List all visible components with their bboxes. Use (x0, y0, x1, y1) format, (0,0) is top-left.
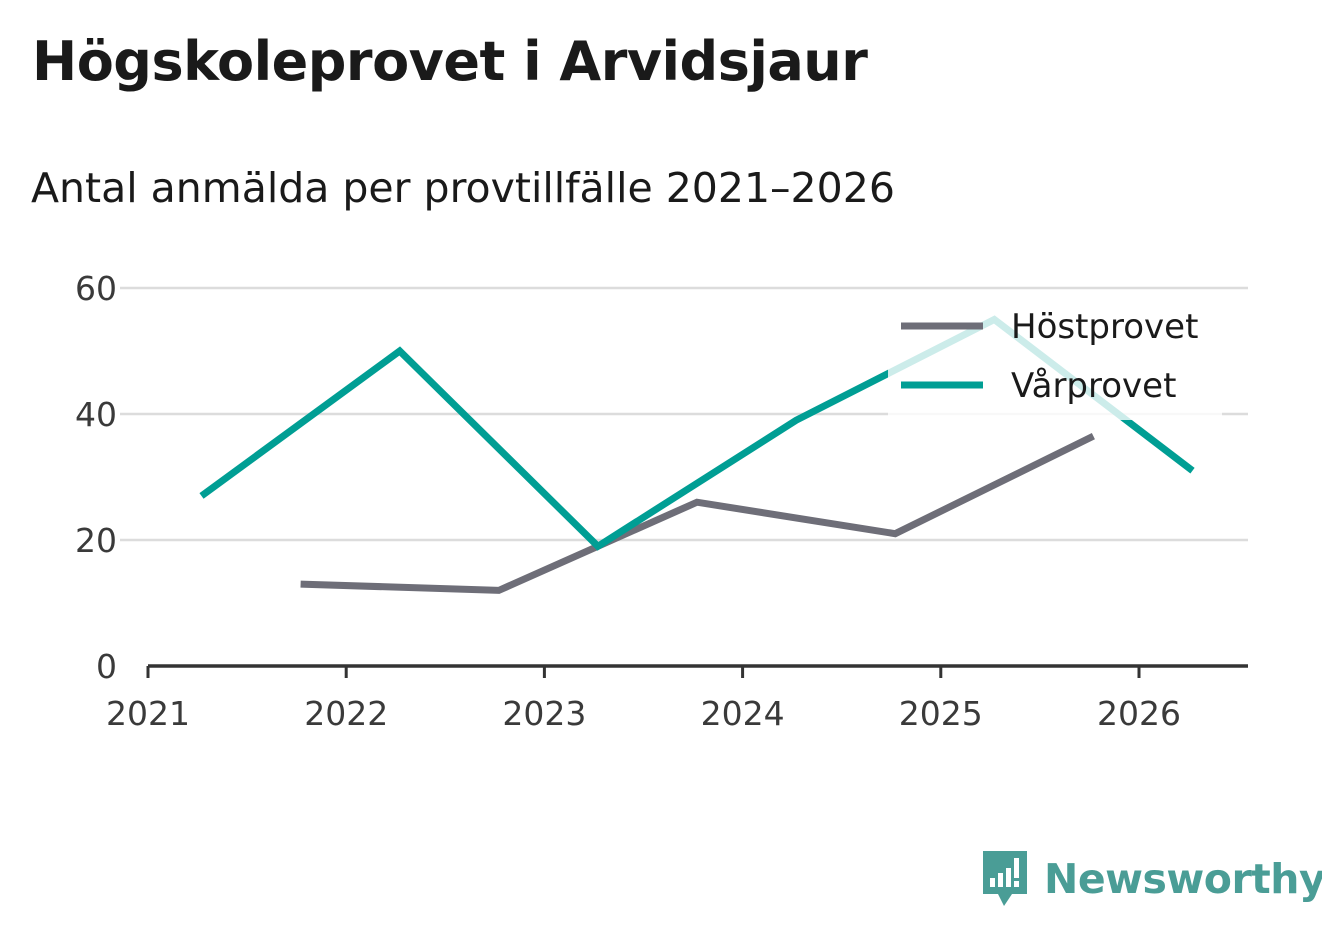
legend-background (888, 292, 1222, 420)
legend-label: Vårprovet (1011, 366, 1176, 406)
newsworthy-logo-icon (983, 851, 1027, 906)
x-tick-label: 2021 (106, 694, 190, 733)
x-tick-label: 2025 (899, 694, 983, 733)
x-tick-label: 2022 (304, 694, 388, 733)
legend: Höstprovet Vårprovet (888, 292, 1222, 420)
x-tick-label: 2026 (1097, 694, 1181, 733)
legend-label: Höstprovet (1011, 307, 1198, 347)
series-line-höstprovet (300, 432, 1095, 594)
brand-name: Newsworthy (1044, 855, 1322, 903)
chart-title: Högskoleprovet i Arvidsjaur (32, 30, 868, 93)
y-tick-label: 40 (75, 395, 117, 434)
y-axis-ticks: 0 20 40 60 (75, 269, 117, 686)
y-tick-label: 20 (75, 521, 117, 560)
x-tick-label: 2023 (502, 694, 586, 733)
x-tick-label: 2024 (701, 694, 785, 733)
brand-logo: Newsworthy (980, 848, 1322, 910)
chart-subtitle: Antal anmälda per provtillfälle 2021–202… (31, 164, 895, 212)
x-axis-ticks: 2021 2022 2023 2024 2025 2026 (106, 666, 1181, 733)
y-tick-label: 0 (96, 647, 117, 686)
y-tick-label: 60 (75, 269, 117, 308)
